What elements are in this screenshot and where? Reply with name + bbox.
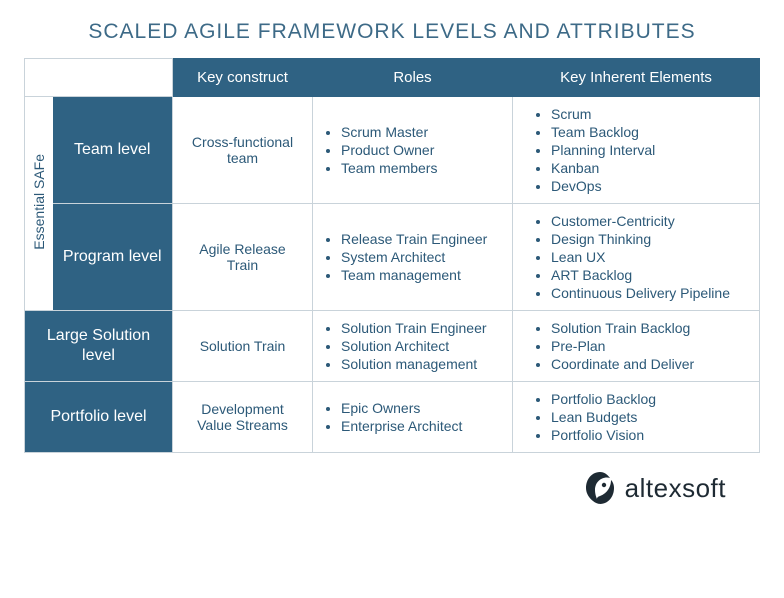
list-item: Product Owner (341, 141, 502, 159)
header-roles: Roles (313, 59, 513, 97)
elements-cell: Solution Train BacklogPre-PlanCoordinate… (513, 311, 760, 382)
list-item: Planning Interval (551, 141, 749, 159)
list-item: System Architect (341, 248, 502, 266)
list-item: Portfolio Backlog (551, 390, 749, 408)
list-item: Kanban (551, 159, 749, 177)
list-item: Enterprise Architect (341, 417, 502, 435)
list-item: Continuous Delivery Pipeline (551, 284, 749, 302)
list-item: ART Backlog (551, 266, 749, 284)
construct-cell: Solution Train (173, 311, 313, 382)
roles-cell: Epic OwnersEnterprise Architect (313, 382, 513, 453)
roles-cell: Release Train EngineerSystem ArchitectTe… (313, 204, 513, 311)
list-item: Team members (341, 159, 502, 177)
list-item: Lean Budgets (551, 408, 749, 426)
header-blank (25, 59, 53, 97)
safe-table: Key construct Roles Key Inherent Element… (24, 58, 760, 453)
list-item: Release Train Engineer (341, 230, 502, 248)
table-row: Essential SAFe Team level Cross-function… (25, 97, 760, 204)
page-title: SCALED AGILE FRAMEWORK LEVELS AND ATTRIB… (24, 20, 760, 44)
list-item: Lean UX (551, 248, 749, 266)
header-elements: Key Inherent Elements (513, 59, 760, 97)
header-blank2 (53, 59, 173, 97)
roles-cell: Solution Train EngineerSolution Architec… (313, 311, 513, 382)
list-item: Scrum Master (341, 123, 502, 141)
list-item: Coordinate and Deliver (551, 355, 749, 373)
list-item: Scrum (551, 105, 749, 123)
essential-safe-label: Essential SAFe (25, 97, 53, 311)
roles-cell: Scrum MasterProduct OwnerTeam members (313, 97, 513, 204)
elements-cell: Customer-CentricityDesign ThinkingLean U… (513, 204, 760, 311)
level-program: Program level (53, 204, 173, 311)
construct-cell: Agile Release Train (173, 204, 313, 311)
table-row: Portfolio level Development Value Stream… (25, 382, 760, 453)
list-item: Solution Architect (341, 337, 502, 355)
table-row: Program level Agile Release Train Releas… (25, 204, 760, 311)
level-large-solution: Large Solution level (25, 311, 173, 382)
altexsoft-logo-icon (583, 471, 617, 505)
elements-cell: Portfolio BacklogLean BudgetsPortfolio V… (513, 382, 760, 453)
table-row: Large Solution level Solution Train Solu… (25, 311, 760, 382)
brand-name: altexsoft (625, 473, 726, 504)
header-construct: Key construct (173, 59, 313, 97)
list-item: Solution management (341, 355, 502, 373)
level-portfolio: Portfolio level (25, 382, 173, 453)
construct-cell: Development Value Streams (173, 382, 313, 453)
list-item: Portfolio Vision (551, 426, 749, 444)
list-item: Epic Owners (341, 399, 502, 417)
list-item: Design Thinking (551, 230, 749, 248)
list-item: Team management (341, 266, 502, 284)
list-item: DevOps (551, 177, 749, 195)
list-item: Solution Train Engineer (341, 319, 502, 337)
level-team: Team level (53, 97, 173, 204)
list-item: Pre-Plan (551, 337, 749, 355)
elements-cell: ScrumTeam BacklogPlanning IntervalKanban… (513, 97, 760, 204)
footer: altexsoft (24, 453, 760, 505)
construct-cell: Cross-functional team (173, 97, 313, 204)
list-item: Customer-Centricity (551, 212, 749, 230)
list-item: Team Backlog (551, 123, 749, 141)
list-item: Solution Train Backlog (551, 319, 749, 337)
